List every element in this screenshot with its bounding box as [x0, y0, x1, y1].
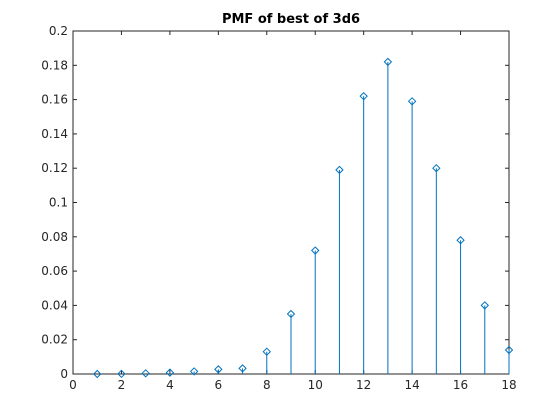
stem-marker	[189, 367, 199, 376]
stem-marker	[432, 163, 441, 173]
y-tick-label: 0.18	[41, 58, 68, 72]
x-tick-label: 2	[118, 378, 126, 392]
stem-marker	[141, 369, 150, 378]
x-tick-label: 0	[69, 378, 77, 392]
stem-marker	[262, 347, 271, 356]
y-tick-label: 0.06	[41, 264, 68, 278]
y-tick-label: 0.12	[41, 161, 68, 175]
x-tick-label: 14	[404, 378, 419, 392]
x-tick-label: 8	[263, 378, 271, 392]
stem-marker	[335, 165, 344, 175]
stem-marker	[383, 57, 393, 67]
y-tick-label: 0.2	[49, 24, 68, 38]
stem-marker	[117, 369, 126, 379]
x-tick-label: 10	[308, 378, 323, 392]
y-tick-label: 0.02	[41, 333, 68, 347]
stem-marker	[214, 365, 223, 374]
chart-title: PMF of best of 3d6	[222, 12, 360, 27]
x-tick-label: 16	[453, 378, 468, 392]
stem-marker	[286, 309, 296, 319]
y-tick-label: 0	[60, 367, 68, 381]
plot-area: 0 2 4 6 8 10 12 14 16 18 0 0.02 0.04 0.06 0.08 0.1 0.12 0…	[41, 24, 516, 392]
x-tick-label: 18	[501, 378, 516, 392]
y-tick-label: 0.14	[41, 127, 68, 141]
stem-marker	[238, 364, 247, 373]
y-tick-label: 0.04	[41, 298, 68, 312]
y-tick-label: 0.16	[41, 93, 68, 107]
y-tick-label: 0.08	[41, 230, 68, 244]
x-tick-label: 6	[215, 378, 223, 392]
stem-marker	[407, 97, 417, 106]
y-tick-label: 0.1	[49, 196, 68, 210]
stem-marker	[165, 368, 175, 377]
stem-marker	[504, 345, 514, 355]
stem-marker	[93, 369, 102, 379]
stem-marker	[456, 236, 465, 245]
stem-marker	[311, 246, 320, 255]
x-tick-label: 12	[356, 378, 371, 392]
stem-marker	[480, 301, 489, 310]
x-tick-label: 4	[166, 378, 174, 392]
stem-marker	[359, 91, 368, 101]
